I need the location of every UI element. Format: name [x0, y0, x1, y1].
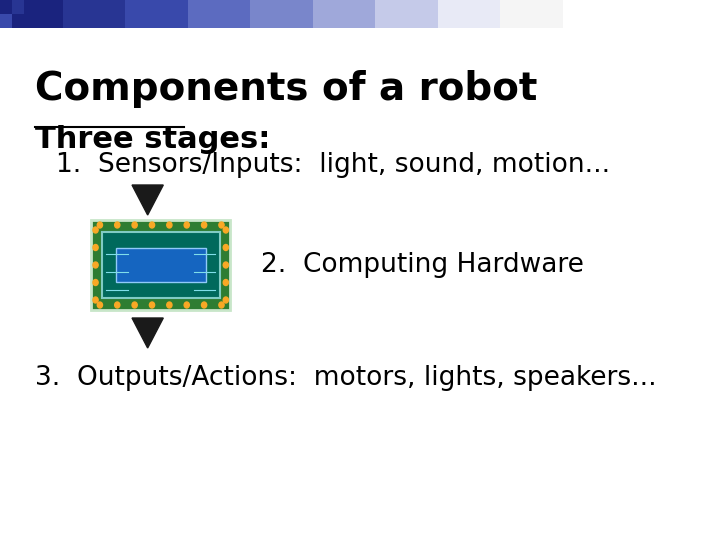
Circle shape: [202, 222, 207, 228]
Circle shape: [132, 222, 138, 228]
Bar: [0, 0, 63, 28]
Text: 3.  Outputs/Actions:  motors, lights, speakers...: 3. Outputs/Actions: motors, lights, spea…: [35, 365, 657, 391]
Circle shape: [167, 302, 172, 308]
Circle shape: [93, 280, 98, 286]
Circle shape: [149, 302, 155, 308]
Circle shape: [223, 245, 228, 251]
Circle shape: [97, 222, 102, 228]
Bar: [125, 0, 188, 28]
Bar: [12, 0, 24, 14]
Circle shape: [93, 245, 98, 251]
Bar: [12, 14, 24, 28]
Bar: [563, 0, 626, 28]
Circle shape: [184, 222, 189, 228]
Polygon shape: [132, 185, 163, 215]
Circle shape: [114, 222, 120, 228]
Circle shape: [93, 262, 98, 268]
Bar: [0, 0, 12, 14]
Circle shape: [223, 280, 228, 286]
Circle shape: [219, 222, 224, 228]
Circle shape: [167, 222, 172, 228]
Circle shape: [114, 302, 120, 308]
Text: Components of a robot: Components of a robot: [35, 70, 537, 108]
Bar: [63, 0, 125, 28]
Bar: [102, 232, 220, 298]
Bar: [91, 220, 230, 310]
Bar: [438, 0, 500, 28]
Text: Three stages:: Three stages:: [35, 125, 270, 154]
Bar: [115, 248, 206, 282]
Bar: [250, 0, 312, 28]
Text: 2.  Computing Hardware: 2. Computing Hardware: [261, 252, 583, 278]
Bar: [312, 0, 375, 28]
Circle shape: [223, 297, 228, 303]
Bar: [188, 0, 250, 28]
Polygon shape: [132, 318, 163, 348]
Circle shape: [202, 302, 207, 308]
Circle shape: [223, 262, 228, 268]
Bar: [500, 0, 563, 28]
Circle shape: [93, 227, 98, 233]
Circle shape: [93, 297, 98, 303]
Text: 1.  Sensors/Inputs:  light, sound, motion...: 1. Sensors/Inputs: light, sound, motion.…: [56, 152, 611, 178]
Bar: [375, 0, 438, 28]
Circle shape: [132, 302, 138, 308]
Circle shape: [184, 302, 189, 308]
Circle shape: [97, 302, 102, 308]
Circle shape: [223, 227, 228, 233]
Bar: [0, 14, 12, 28]
Circle shape: [149, 222, 155, 228]
Circle shape: [219, 302, 224, 308]
